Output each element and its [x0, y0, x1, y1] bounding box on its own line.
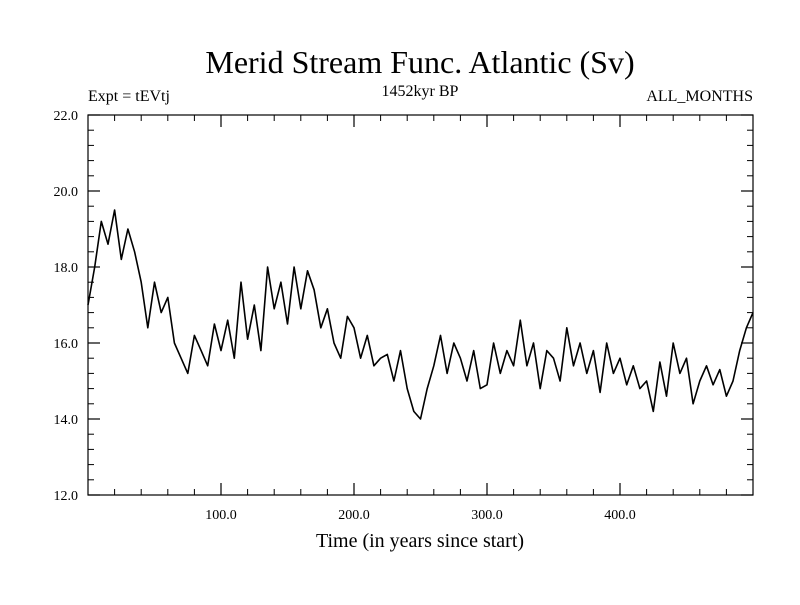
y-tick-label: 16.0: [54, 337, 79, 352]
x-tick-label: 300.0: [471, 508, 503, 523]
minor-ticks: [88, 115, 753, 495]
y-tick-label: 22.0: [54, 109, 79, 124]
major-ticks: [88, 114, 753, 496]
y-tick-label: 14.0: [54, 413, 79, 428]
plot-frame: [87, 114, 754, 496]
chart-title: Merid Stream Func. Atlantic (Sv): [205, 44, 634, 80]
series-line-atlantic-moc: [87, 209, 754, 420]
x-tick-label: 200.0: [338, 508, 370, 523]
period-label: 1452kyr BP: [382, 83, 459, 100]
experiment-label: Expt = tEVtj: [88, 88, 170, 105]
y-tick-label: 18.0: [54, 261, 79, 276]
months-label: ALL_MONTHS: [646, 88, 753, 105]
tick-labels: 100.0 200.0 300.0 400.0 12.0 14.0 16.0 18.0 20.0…: [54, 109, 636, 523]
x-axis-label: Time (in years since start): [316, 530, 524, 552]
x-tick-label: 100.0: [205, 508, 237, 523]
x-tick-label: 400.0: [604, 508, 636, 523]
y-tick-label: 12.0: [54, 489, 79, 504]
y-tick-label: 20.0: [54, 185, 79, 200]
